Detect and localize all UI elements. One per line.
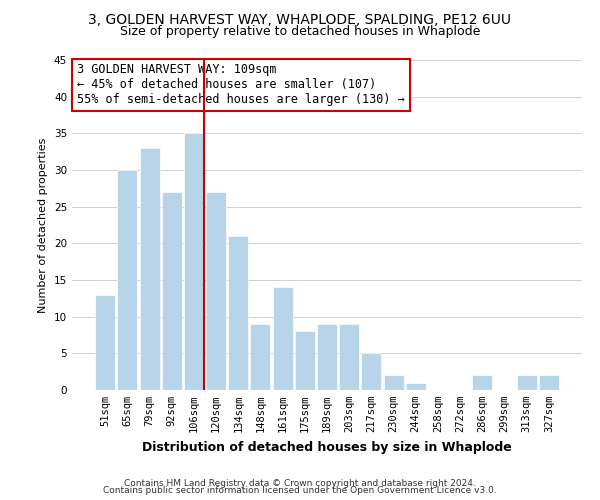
Bar xyxy=(539,376,559,390)
Bar xyxy=(272,288,293,390)
Bar xyxy=(118,170,137,390)
Bar xyxy=(228,236,248,390)
Y-axis label: Number of detached properties: Number of detached properties xyxy=(38,138,49,312)
Bar xyxy=(406,382,426,390)
Bar xyxy=(383,376,404,390)
Bar xyxy=(361,354,382,390)
Bar xyxy=(339,324,359,390)
Text: Size of property relative to detached houses in Whaplode: Size of property relative to detached ho… xyxy=(120,25,480,38)
Bar xyxy=(250,324,271,390)
Bar xyxy=(517,376,536,390)
Text: 3 GOLDEN HARVEST WAY: 109sqm
← 45% of detached houses are smaller (107)
55% of s: 3 GOLDEN HARVEST WAY: 109sqm ← 45% of de… xyxy=(77,64,405,106)
Bar xyxy=(184,134,204,390)
Bar xyxy=(206,192,226,390)
Bar xyxy=(295,332,315,390)
Bar xyxy=(140,148,160,390)
Text: Contains HM Land Registry data © Crown copyright and database right 2024.: Contains HM Land Registry data © Crown c… xyxy=(124,478,476,488)
Bar xyxy=(472,376,492,390)
Text: 3, GOLDEN HARVEST WAY, WHAPLODE, SPALDING, PE12 6UU: 3, GOLDEN HARVEST WAY, WHAPLODE, SPALDIN… xyxy=(89,12,511,26)
Bar xyxy=(317,324,337,390)
X-axis label: Distribution of detached houses by size in Whaplode: Distribution of detached houses by size … xyxy=(142,440,512,454)
Bar xyxy=(162,192,182,390)
Text: Contains public sector information licensed under the Open Government Licence v3: Contains public sector information licen… xyxy=(103,486,497,495)
Bar xyxy=(95,294,115,390)
